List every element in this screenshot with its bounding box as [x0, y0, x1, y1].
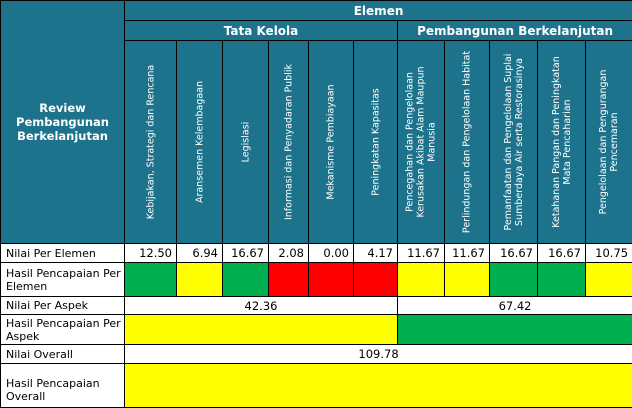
element-header: Legislasi: [222, 40, 269, 244]
status-cell-green: [396, 314, 632, 345]
element-header: Peningkatan Kapasitas: [353, 40, 398, 244]
element-value: 12.50: [124, 243, 177, 263]
status-cell-green: [124, 262, 177, 297]
row-label: Nilai Overall: [0, 344, 125, 364]
status-cell-yellow: [124, 314, 398, 345]
row-label: Hasil Pencapaian Overall: [0, 363, 125, 408]
elemen-header: Elemen: [123, 0, 632, 21]
status-cell-red: [268, 262, 309, 297]
element-value: 11.67: [397, 243, 445, 263]
element-value: 0.00: [308, 243, 354, 263]
row-hasil-per-aspek: Hasil Pencapaian Per Aspek: [0, 314, 632, 345]
element-header: Pengelolaan dan Pengurangan Pencemaran: [584, 40, 632, 244]
row-hasil-overall: Hasil Pencapaian Overall: [0, 363, 632, 408]
status-cell-yellow: [444, 262, 490, 297]
row-label: Nilai Per Aspek: [0, 296, 125, 315]
status-cell-yellow: [584, 262, 632, 297]
element-value: 6.94: [176, 243, 223, 263]
element-header: Aransemen Kelembagaan: [176, 40, 223, 244]
status-cell-red: [308, 262, 354, 297]
corner-header: Review Pembangunan Berkelanjutan: [0, 0, 125, 244]
aspect-value-tata-kelola: 42.36: [124, 296, 398, 315]
corner-label: Review Pembangunan Berkelanjutan: [16, 101, 109, 143]
element-header: Pemanfaatan dan Pengelolaan Suplai Sumbe…: [489, 40, 538, 244]
element-value: 16.67: [222, 243, 269, 263]
element-value: 16.67: [489, 243, 538, 263]
element-value: 4.17: [353, 243, 398, 263]
status-cell-yellow: [397, 262, 445, 297]
element-header: Kebijakan, Strategi dan Rencana: [124, 40, 177, 244]
row-nilai-overall: Nilai Overall 109.78: [0, 344, 632, 364]
element-value: 10.75: [584, 243, 632, 263]
status-cell-green: [489, 262, 538, 297]
aspect-value-pembangunan: 67.42: [396, 296, 632, 315]
element-header: Mekanisme Pembiayaan: [308, 40, 354, 244]
status-cell-yellow: [176, 262, 223, 297]
row-nilai-per-aspek: Nilai Per Aspek 42.36 67.42: [0, 296, 632, 315]
row-nilai-per-elemen: Nilai Per Elemen 12.50 6.94 16.67 2.08 0…: [0, 243, 632, 263]
status-cell-red: [353, 262, 398, 297]
status-cell-yellow: [123, 363, 632, 408]
element-header: Ketahanan Pangan dan Peningkatan Mata Pe…: [537, 40, 586, 244]
status-cell-green: [537, 262, 586, 297]
aspect-header-pembangunan-berkelanjutan: Pembangunan Berkelanjutan: [396, 20, 632, 41]
element-header: Pencegahan dan Pengelolaan Kerusakan Aki…: [397, 40, 445, 244]
element-value: 11.67: [444, 243, 490, 263]
row-label: Nilai Per Elemen: [0, 243, 125, 263]
element-header: Perlindungan dan Pengelolaan Habitat: [444, 40, 490, 244]
element-value: 2.08: [268, 243, 309, 263]
element-header-row: Kebijakan, Strategi dan Rencana Aranseme…: [1, 40, 632, 244]
row-hasil-per-elemen: Hasil Pencapaian Per Elemen: [0, 262, 632, 297]
row-label: Hasil Pencapaian Per Elemen: [0, 262, 125, 297]
element-header: Informasi dan Penyadaran Publik: [268, 40, 309, 244]
element-value: 16.67: [537, 243, 586, 263]
row-label: Hasil Pencapaian Per Aspek: [0, 314, 125, 345]
status-cell-green: [222, 262, 269, 297]
overall-value: 109.78: [123, 344, 632, 364]
aspect-header-tata-kelola: Tata Kelola: [124, 20, 398, 41]
